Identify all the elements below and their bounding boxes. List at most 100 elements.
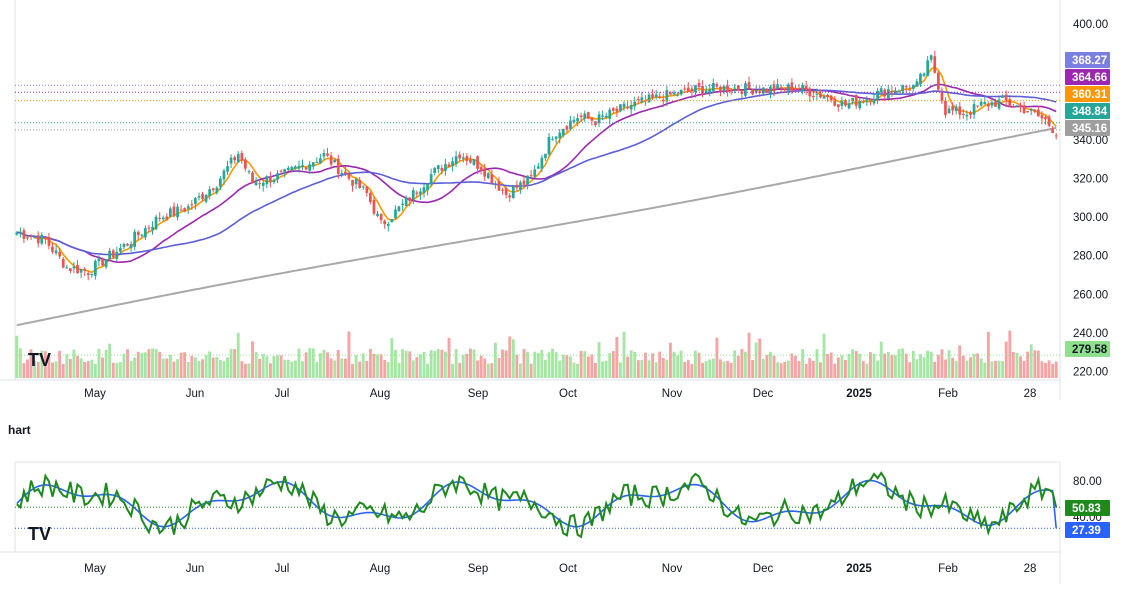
volume-bar: [922, 357, 926, 378]
candle-body: [365, 186, 369, 193]
price-level-badge: [1065, 86, 1110, 102]
volume-bar: [601, 361, 605, 378]
volume-bar: [197, 361, 201, 378]
volume-bar: [515, 354, 519, 378]
volume-bar: [311, 348, 315, 378]
volume-bar: [376, 354, 379, 378]
volume-bar: [97, 348, 101, 378]
volume-bar: [86, 361, 90, 378]
candle-body: [226, 166, 229, 172]
volume-bar: [215, 357, 219, 378]
candle-body: [715, 84, 719, 87]
candle-body: [772, 84, 776, 92]
volume-bar: [801, 349, 805, 378]
volume-bar: [590, 354, 594, 378]
osc-level-value: 50.83: [1072, 503, 1101, 515]
candle-body: [333, 159, 337, 163]
candle-body: [108, 250, 112, 260]
candle-body: [272, 179, 276, 183]
candle-body: [586, 112, 590, 119]
volume-bar: [1026, 351, 1030, 378]
osc-level-value: 27.39: [1072, 525, 1101, 537]
candle-body: [504, 188, 508, 195]
candle-body: [990, 102, 994, 106]
candle-body: [690, 88, 694, 92]
candle-body: [190, 204, 194, 206]
volume-bar: [254, 351, 258, 378]
volume-bar: [183, 352, 187, 378]
volume-bar: [851, 349, 855, 378]
volume-bar: [465, 353, 469, 378]
candle-body: [558, 132, 562, 139]
price-tick-label: 340.00: [1073, 135, 1108, 147]
candle-body: [479, 167, 483, 171]
candle-body: [494, 183, 497, 185]
volume-bar: [219, 359, 222, 378]
candle-body: [972, 104, 976, 115]
volume-bar: [861, 361, 865, 378]
price-level-value: 348.84: [1072, 106, 1108, 118]
candle-body: [151, 226, 154, 231]
candle-body: [776, 84, 779, 89]
volume-bar: [290, 361, 294, 378]
candle-body: [719, 86, 722, 93]
candle-body: [133, 231, 137, 247]
volume-bar: [411, 360, 415, 378]
candle-body: [233, 157, 237, 161]
candle-body: [1019, 105, 1022, 107]
candle-body: [315, 162, 319, 164]
volume-bar: [779, 363, 783, 378]
volume-bar: [758, 338, 762, 378]
candle-body: [508, 195, 512, 198]
candle-body: [636, 98, 640, 100]
candle-body: [847, 103, 851, 109]
volume-bar: [551, 348, 554, 378]
volume-bar: [869, 352, 872, 378]
volume-bar: [651, 353, 655, 378]
candle-body: [483, 168, 487, 177]
candle-body: [962, 114, 965, 115]
volume-bar: [979, 358, 983, 378]
candle-body: [169, 208, 172, 217]
candle-body: [969, 112, 972, 115]
volume-bar: [544, 359, 547, 378]
candle-body: [590, 117, 594, 121]
candle-body: [369, 193, 372, 202]
volume-bar: [897, 349, 901, 378]
volume-bar: [61, 364, 65, 378]
volume-bar: [336, 350, 340, 378]
volume-bar: [104, 350, 108, 378]
candle-body: [765, 89, 769, 93]
candle-body: [926, 60, 930, 76]
candle-body: [904, 85, 908, 88]
volume-bar: [586, 356, 590, 378]
candle-body: [244, 159, 247, 169]
candle-body: [54, 250, 58, 254]
volume-bar: [761, 358, 765, 378]
volume-bar: [772, 355, 776, 378]
volume-bar: [944, 359, 947, 378]
volume-bar: [501, 349, 504, 378]
price-level-value: 364.66: [1072, 72, 1107, 84]
volume-bar: [90, 359, 94, 378]
price-tick-label: 400.00: [1073, 19, 1108, 31]
candle-body: [737, 85, 740, 91]
volume-bar: [369, 349, 372, 378]
candle-body: [701, 85, 704, 95]
osc-time-axis-label: Sep: [468, 563, 488, 575]
candle-body: [744, 83, 747, 96]
price-level-value: 368.27: [1072, 55, 1107, 67]
volume-bar: [29, 349, 33, 378]
time-axis-label: Jul: [275, 388, 290, 400]
candle-body: [840, 100, 844, 106]
price-chart[interactable]: 400.00 340.00 320.00 300.00 280.00 260.00 240.…: [0, 0, 1128, 410]
candle-body: [308, 164, 312, 171]
candle-body: [897, 91, 901, 93]
candle-body: [983, 102, 987, 105]
volume-bar: [436, 349, 440, 378]
candle-body: [65, 267, 69, 269]
volume-bar: [83, 362, 87, 378]
volume-bar: [911, 350, 915, 378]
price-level-badge: [1065, 103, 1110, 119]
